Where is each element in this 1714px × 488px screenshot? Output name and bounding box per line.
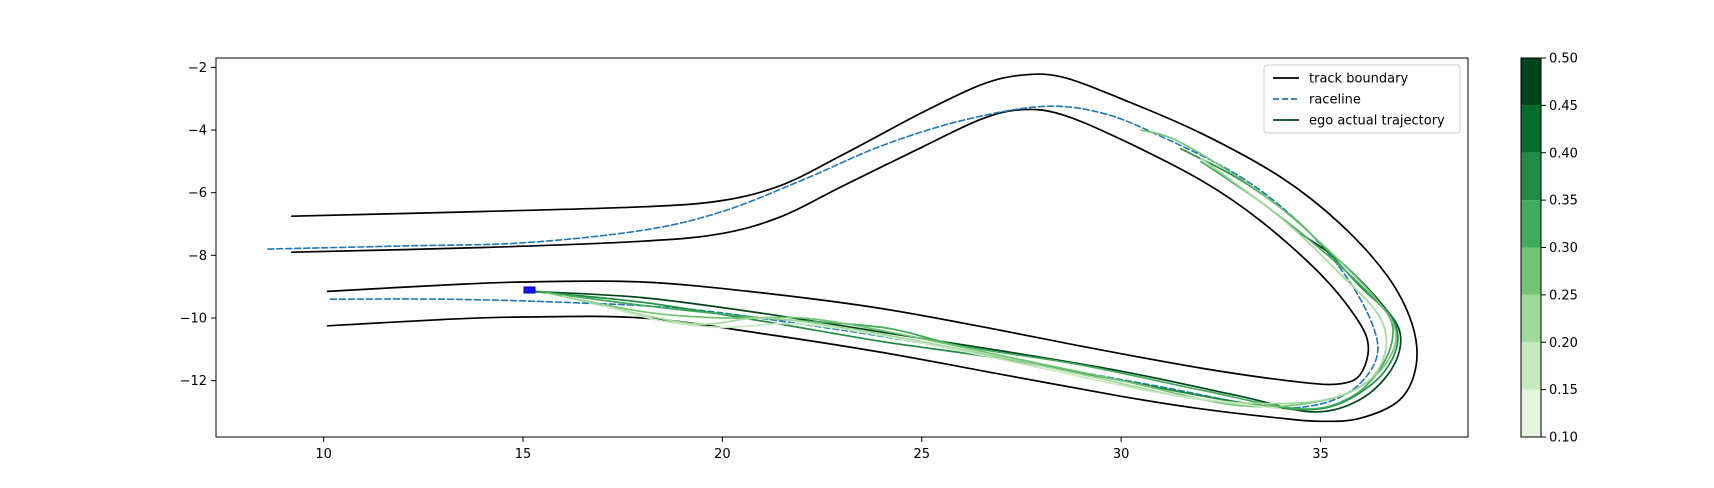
colorbar-tick-label: 0.10 [1549,431,1578,446]
colorbar-tick-label: 0.50 [1549,52,1578,67]
colorbar-tick-label: 0.40 [1549,146,1578,161]
x-tick-label: 20 [714,447,731,462]
colorbar-band-4 [1521,200,1541,248]
legend: track boundary raceline ego actual traject… [1263,64,1461,134]
colorbar-band-1 [1521,342,1541,390]
x-tick-label: 10 [315,447,332,462]
legend-box [1263,64,1461,134]
series-line-3 [530,232,1402,413]
legend-label-0: track boundary [1309,72,1408,87]
legend-label-1: raceline [1309,93,1361,108]
axes-frame [215,57,1469,438]
plot-area [267,73,1418,423]
x-axis: 10 15 20 25 30 35 [315,437,1329,462]
colorbar-tick-label: 0.30 [1549,241,1578,256]
y-axis: −2 −4 −6 −8 −10 −12 [180,61,216,389]
colorbar-tick-label: 0.15 [1549,383,1578,398]
colorbar-band-7 [1521,58,1541,106]
y-tick-label: −6 [188,186,207,201]
colorbar-tick-label: 0.45 [1549,99,1578,114]
colorbar-band-5 [1521,152,1541,201]
y-tick-label: −12 [180,374,207,389]
x-tick-label: 35 [1312,447,1329,462]
colorbar-tick-label: 0.20 [1549,336,1578,351]
y-tick-label: −10 [180,311,207,326]
series-line-8 [601,304,1282,410]
series-line-0 [290,73,1418,423]
y-tick-label: −8 [188,249,207,264]
series-line-1 [290,108,1370,386]
colorbar-tick-label: 0.35 [1549,194,1578,209]
colorbar-tick-label: 0.25 [1549,288,1578,303]
ego-car-marker [523,286,536,294]
colorbar: 0.10 0.15 0.20 0.25 0.30 0.35 0.40 0.45 0.50 [1520,52,1578,446]
colorbar-band-6 [1521,105,1541,153]
colorbar-band-0 [1521,389,1541,437]
y-tick-label: −4 [188,124,207,139]
colorbar-band-3 [1521,247,1541,295]
colorbar-band-2 [1521,294,1541,343]
x-tick-label: 30 [1113,447,1130,462]
legend-label-2: ego actual trajectory [1309,114,1445,129]
x-tick-label: 15 [515,447,532,462]
x-tick-label: 25 [913,447,930,462]
y-tick-label: −2 [188,61,207,76]
